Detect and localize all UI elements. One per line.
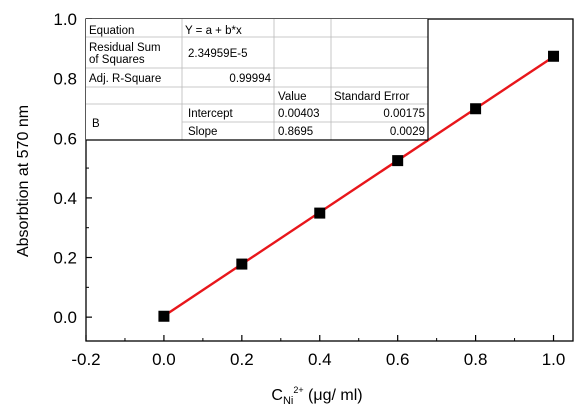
x-tick-label: 0.0 (152, 350, 176, 369)
x-axis-title-superscript: 2+ (293, 385, 303, 395)
x-tick-label: 0.8 (464, 350, 488, 369)
x-axis-title-main: C (271, 387, 283, 404)
series-label: B (92, 118, 100, 130)
data-point (314, 207, 326, 219)
slope-value: 0.8695 (278, 126, 313, 138)
x-tick-label: 0.6 (386, 350, 410, 369)
x-axis-title: CNi2+ (μg/ ml) (271, 385, 362, 407)
data-point (392, 155, 404, 167)
rss-label-line2: of Squares (89, 54, 145, 66)
data-points (158, 50, 560, 322)
adj-r-square-value: 0.99994 (229, 73, 271, 85)
y-tick-label: 0.2 (53, 249, 77, 268)
data-point (236, 258, 248, 270)
y-axis: 0.0 0.2 0.4 0.6 0.8 1.0 (53, 10, 92, 327)
linear-fit-line (163, 55, 555, 317)
value-header: Value (278, 91, 307, 103)
y-tick-label: 0.8 (53, 70, 77, 89)
y-tick-label: 0.6 (53, 129, 77, 148)
intercept-value: 0.00403 (278, 108, 320, 120)
data-point (470, 103, 482, 115)
intercept-stderr: 0.00175 (383, 108, 425, 120)
stderr-header: Standard Error (334, 91, 410, 103)
adj-r-square-label: Adj. R-Square (89, 73, 161, 85)
x-tick-label: 1.0 (542, 350, 566, 369)
fit-statistics-table: Equation Y = a + b*x Residual Sum of Squ… (86, 19, 429, 141)
x-tick-label: 0.2 (230, 350, 254, 369)
x-tick-label: -0.2 (71, 350, 100, 369)
equation-label: Equation (89, 25, 134, 37)
y-axis-title: Absorbtion at 570 nm (15, 105, 32, 257)
slope-stderr: 0.0029 (390, 126, 425, 138)
x-axis-title-unit: (μg/ ml) (304, 387, 363, 404)
y-tick-label: 0.0 (53, 308, 77, 327)
y-tick-label: 1.0 (53, 10, 77, 29)
rss-label-line1: Residual Sum (89, 42, 161, 54)
equation-value: Y = a + b*x (185, 25, 242, 37)
y-tick-label: 0.4 (53, 189, 77, 208)
x-tick-label: 0.4 (308, 350, 332, 369)
x-axis-title-subscript: Ni (283, 395, 293, 407)
intercept-label: Intercept (188, 108, 234, 120)
data-point (158, 310, 170, 322)
slope-label: Slope (188, 126, 217, 138)
data-point (548, 50, 560, 62)
x-axis: -0.2 0.0 0.2 0.4 0.6 0.8 1.0 (71, 335, 565, 369)
rss-value: 2.34959E-5 (188, 48, 247, 60)
